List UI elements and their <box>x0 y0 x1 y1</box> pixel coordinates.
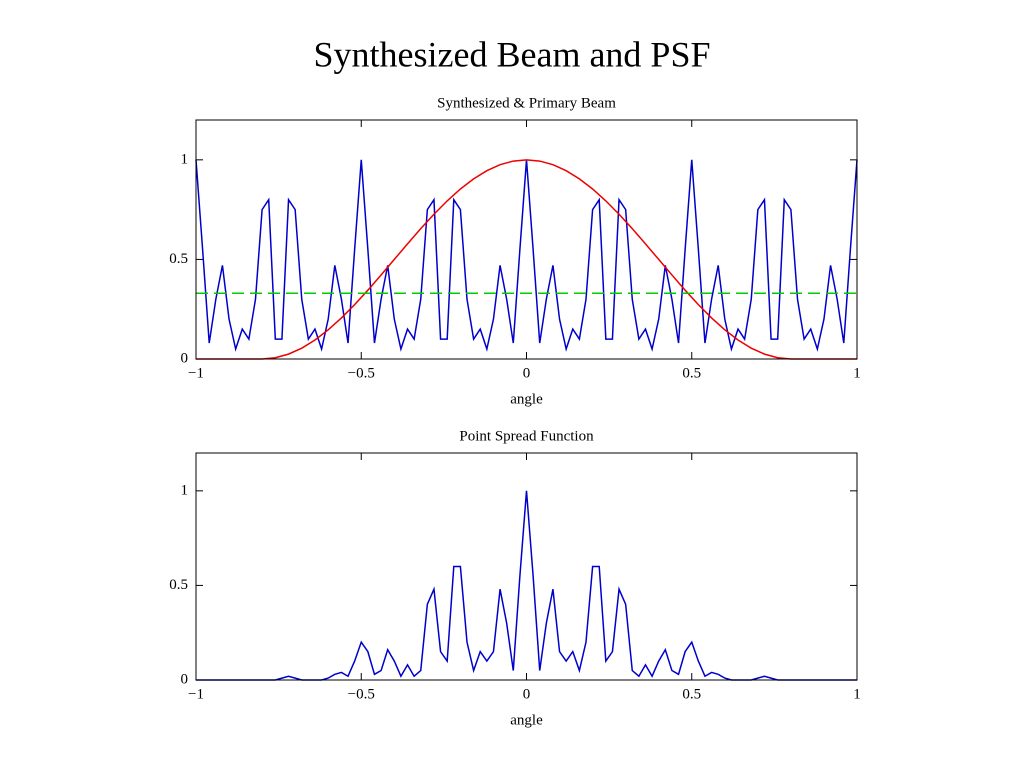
y-tick-label: 0 <box>181 350 189 366</box>
series-line <box>196 159 857 360</box>
x-tick-label: 1 <box>853 365 861 381</box>
plot-frame <box>195 452 858 681</box>
x-tick-label: 0 <box>523 686 531 702</box>
x-tick-label: −1 <box>188 686 204 702</box>
x-tick-label: 1 <box>853 686 861 702</box>
y-tick-label: 1 <box>181 482 189 498</box>
y-tick-label: 0 <box>181 671 189 687</box>
series-line <box>196 490 857 681</box>
chart-title: Point Spread Function <box>459 428 594 444</box>
y-tick-label: 0.5 <box>169 577 188 593</box>
x-tick-label: 0.5 <box>682 365 701 381</box>
x-tick-label: 0.5 <box>682 686 701 702</box>
x-tick-label: 0 <box>523 365 531 381</box>
page-title: Synthesized Beam and PSF <box>314 34 711 74</box>
y-tick-label: 0.5 <box>169 251 188 267</box>
x-tick-label: −0.5 <box>348 686 375 702</box>
y-tick-label: 1 <box>181 151 189 167</box>
plot-frame <box>195 119 858 360</box>
series-line <box>195 159 858 352</box>
chart-title: Synthesized & Primary Beam <box>437 95 616 111</box>
x-tick-label: −1 <box>188 365 204 381</box>
x-axis-label: angle <box>510 712 543 728</box>
x-tick-label: −0.5 <box>348 365 375 381</box>
x-axis-label: angle <box>510 391 543 407</box>
